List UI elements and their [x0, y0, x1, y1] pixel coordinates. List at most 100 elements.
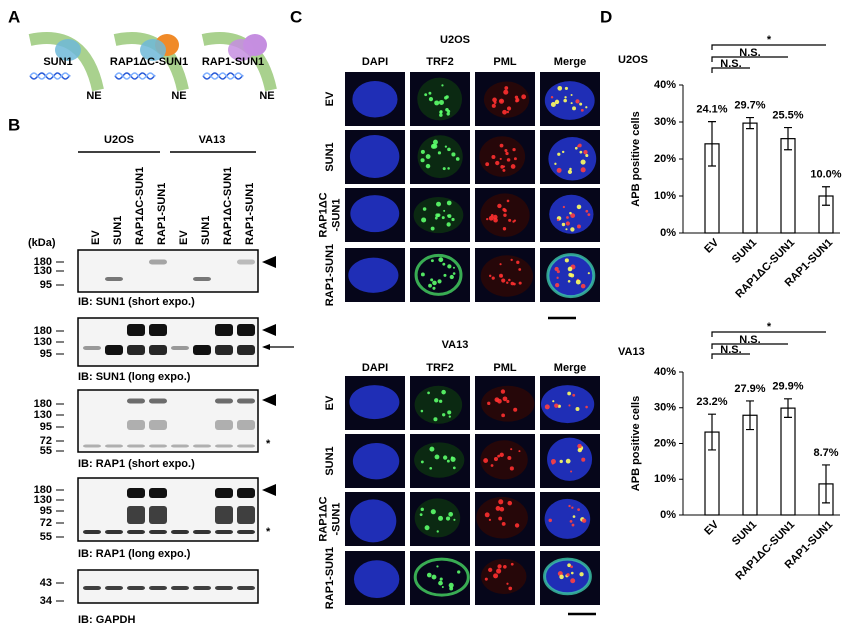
- bar: [780, 407, 796, 516]
- focus: [570, 213, 576, 218]
- ne-label: NE: [259, 90, 274, 102]
- focus: [568, 404, 571, 407]
- focus: [487, 401, 491, 405]
- band: [237, 324, 255, 336]
- focus: [431, 574, 437, 580]
- focus: [428, 283, 432, 288]
- focus: [446, 112, 450, 116]
- kda-marker: 55: [40, 531, 52, 543]
- focus: [577, 443, 582, 449]
- focus: [491, 276, 495, 280]
- focus: [502, 109, 507, 115]
- focus: [498, 516, 503, 521]
- focus: [443, 209, 446, 212]
- band: [149, 444, 167, 448]
- focus: [441, 389, 446, 395]
- band: [215, 420, 233, 430]
- focus: [568, 504, 571, 508]
- focus: [439, 113, 443, 117]
- blot-frame: [77, 249, 259, 293]
- kda-marker: 130: [34, 336, 52, 348]
- blot-caption: IB: GAPDH: [78, 614, 136, 626]
- band: [215, 506, 233, 524]
- significance-bracket: [711, 67, 750, 73]
- focus: [557, 152, 561, 156]
- chart-title: U2OS: [618, 54, 648, 66]
- focus: [444, 145, 448, 148]
- nucleus: [480, 440, 528, 480]
- focus: [488, 567, 493, 573]
- column-header: PML: [493, 362, 517, 374]
- focus: [445, 516, 451, 521]
- focus: [448, 415, 451, 418]
- focus: [430, 509, 436, 515]
- focus: [570, 578, 576, 584]
- focus: [501, 278, 506, 283]
- kda-marker: 180: [34, 256, 52, 268]
- focus: [420, 158, 425, 163]
- focus: [512, 220, 515, 223]
- focus: [447, 264, 452, 269]
- band: [149, 324, 167, 336]
- focus: [497, 454, 501, 458]
- row-label: SUN1: [324, 142, 336, 171]
- lane-label: RAP1ΔC-SUN1: [222, 167, 234, 245]
- nucleus: [353, 560, 400, 599]
- kda-marker: 130: [34, 494, 52, 506]
- kda-marker: 95: [40, 279, 52, 291]
- panel-label: C: [290, 7, 302, 26]
- focus: [427, 391, 430, 395]
- focus: [447, 410, 452, 415]
- focus: [510, 164, 516, 169]
- chart-title: VA13: [618, 346, 645, 358]
- focus: [438, 257, 444, 263]
- focus: [585, 153, 589, 158]
- focus: [502, 168, 506, 172]
- focus: [510, 258, 513, 262]
- band: [149, 398, 167, 404]
- focus: [435, 213, 440, 218]
- focus: [554, 403, 559, 408]
- kda-marker: 55: [40, 445, 52, 457]
- focus: [567, 169, 573, 175]
- band: [127, 488, 145, 498]
- arrowhead: [262, 256, 276, 268]
- focus: [570, 227, 575, 232]
- focus: [449, 274, 454, 280]
- focus: [506, 158, 511, 162]
- focus: [567, 391, 572, 396]
- focus: [572, 393, 576, 397]
- focus: [432, 286, 436, 290]
- focus: [490, 464, 494, 467]
- focus: [450, 456, 456, 462]
- y-tick-label: 0%: [660, 227, 676, 239]
- focus: [583, 150, 588, 155]
- focus: [436, 565, 439, 568]
- focus: [565, 458, 571, 464]
- focus: [493, 573, 499, 579]
- y-tick-label: 20%: [654, 437, 676, 449]
- focus: [575, 99, 580, 104]
- focus: [564, 258, 569, 263]
- focus: [457, 570, 461, 574]
- focus: [555, 282, 560, 288]
- focus: [569, 519, 573, 523]
- focus: [499, 506, 505, 512]
- focus: [576, 204, 582, 210]
- focus: [504, 86, 509, 90]
- focus: [548, 518, 552, 523]
- band: [127, 420, 145, 430]
- nucleus: [414, 253, 463, 296]
- focus: [567, 563, 571, 568]
- focus: [550, 102, 556, 107]
- nucleus: [480, 255, 534, 297]
- focus: [439, 110, 443, 114]
- focus: [518, 450, 521, 453]
- x-tick-label: EV: [702, 518, 721, 537]
- kda-marker: 95: [40, 421, 52, 433]
- focus: [577, 447, 583, 453]
- focus: [587, 213, 591, 217]
- focus: [432, 280, 437, 286]
- focus: [438, 399, 443, 403]
- focus: [585, 106, 588, 109]
